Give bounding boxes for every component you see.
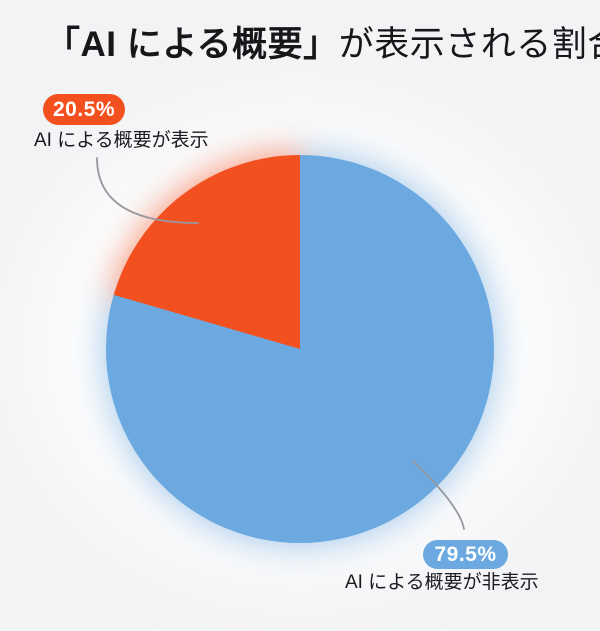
chart-title-rest: が表示される割合 [338, 25, 600, 64]
chart-title: 「AI による概要」が表示される割合 [45, 22, 600, 68]
pie-chart [102, 151, 498, 547]
chart-title-highlight: 「AI による概要」 [45, 25, 339, 64]
callout-label-hidden: AI による概要が非表示 [345, 572, 539, 593]
percentage-badge-hidden: 79.5% [423, 540, 508, 569]
percentage-badge-shown: 20.5% [43, 94, 125, 125]
callout-label-shown: AI による概要が表示 [34, 130, 209, 151]
pie-slices [106, 155, 494, 543]
